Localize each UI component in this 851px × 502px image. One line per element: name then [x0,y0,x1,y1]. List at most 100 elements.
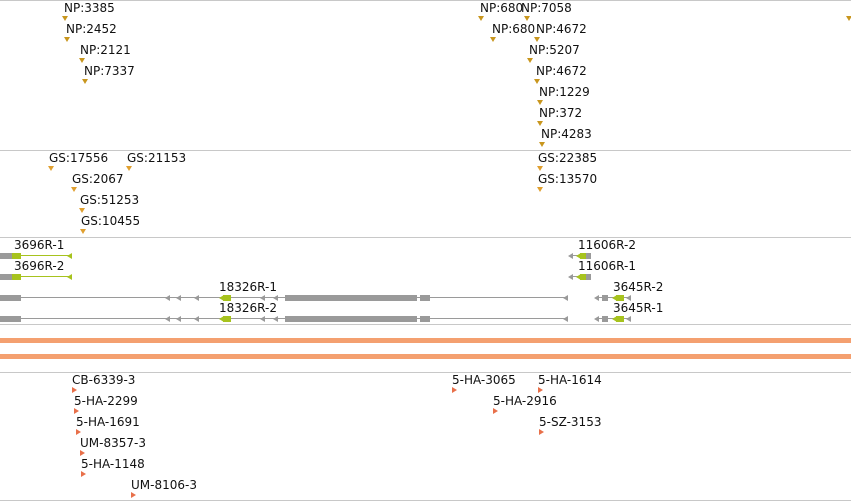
strand-arrow [194,295,199,301]
np-feature-label[interactable]: NP:4672 [536,22,587,36]
np-feature-marker[interactable] [524,16,530,21]
np-feature-marker[interactable] [534,79,540,84]
np-feature-marker[interactable] [64,37,70,42]
np-feature-label[interactable]: NP:7337 [84,64,135,78]
strand-arrow [576,274,581,280]
gs-feature-label[interactable]: GS:13570 [538,172,598,186]
strand-arrow [194,316,199,322]
gs-feature-label[interactable]: GS:22385 [538,151,598,165]
exon [285,295,417,301]
transcript-label[interactable]: 3696R-1 [14,238,65,252]
np-feature-marker[interactable] [537,100,543,105]
exon [586,274,591,280]
exon-highlight [223,316,231,322]
gs-feature-marker[interactable] [537,166,543,171]
np-feature-label[interactable]: NP:372 [539,106,583,120]
ha-feature-label[interactable]: UM-8357-3 [80,436,146,450]
np-feature-marker[interactable] [478,16,484,21]
transcript-label[interactable]: 18326R-2 [219,301,277,315]
np-feature-label[interactable]: NP:2121 [80,43,131,57]
np-feature-marker[interactable] [534,37,540,42]
ha-feature-marker[interactable] [493,408,498,414]
transcript-label[interactable]: 3696R-2 [14,259,65,273]
exon-highlight [616,295,624,301]
ha-feature-label[interactable]: UM-8106-3 [131,478,197,492]
strand-arrow [219,316,224,322]
ha-feature-marker[interactable] [452,387,457,393]
ha-feature-label[interactable]: CB-6339-3 [72,373,136,387]
ha-feature-label[interactable]: 5-HA-1148 [81,457,145,471]
exon [602,295,608,301]
ha-feature-label[interactable]: 5-HA-1691 [76,415,140,429]
ha-feature-marker[interactable] [74,408,79,414]
strand-arrow [568,274,573,280]
np-feature-label[interactable]: NP:3385 [64,1,115,15]
gs-feature-label[interactable]: GS:51253 [80,193,140,207]
exon [0,316,21,322]
track-separator-bottom [0,500,851,501]
ha-feature-marker[interactable] [131,492,136,498]
np-feature-label[interactable]: NP:4283 [541,127,592,141]
ha-feature-label[interactable]: 5-HA-2916 [493,394,557,408]
strand-arrow [260,316,265,322]
strand-arrow [594,316,599,322]
np-feature-marker[interactable] [79,58,85,63]
track-separator-gene-band [0,324,851,325]
transcript-label[interactable]: 3645R-1 [613,301,664,315]
track-separator-np-gs [0,150,851,151]
np-feature-label[interactable]: NP:680 [480,1,524,15]
np-feature-marker[interactable] [846,16,851,21]
transcript-label[interactable]: 11606R-2 [578,238,636,252]
gs-feature-label[interactable]: GS:10455 [81,214,141,228]
np-feature-label[interactable]: NP:7058 [521,1,572,15]
gs-feature-label[interactable]: GS:2067 [72,172,124,186]
transcript-label[interactable]: 11606R-1 [578,259,636,273]
exon [0,253,12,259]
np-feature-marker[interactable] [539,142,545,147]
gs-feature-marker[interactable] [71,187,77,192]
gs-feature-label[interactable]: GS:17556 [49,151,109,165]
coverage-band[interactable] [0,338,851,343]
ha-feature-marker[interactable] [81,471,86,477]
strand-arrow [273,295,278,301]
ha-feature-marker[interactable] [538,387,543,393]
strand-arrow [612,316,617,322]
gs-feature-marker[interactable] [80,229,86,234]
exon [420,295,430,301]
gs-feature-marker[interactable] [48,166,54,171]
exon-highlight [223,295,231,301]
np-feature-marker[interactable] [527,58,533,63]
strand-arrow [67,274,72,280]
transcript-label[interactable]: 18326R-1 [219,280,277,294]
ha-feature-label[interactable]: 5-HA-2299 [74,394,138,408]
np-feature-label[interactable]: NP:680 [492,22,536,36]
np-feature-marker[interactable] [62,16,68,21]
ha-feature-marker[interactable] [72,387,77,393]
transcript-label[interactable]: 3645R-2 [613,280,664,294]
ha-feature-label[interactable]: 5-SZ-3153 [539,415,602,429]
gs-feature-marker[interactable] [126,166,132,171]
ha-feature-label[interactable]: 5-HA-3065 [452,373,516,387]
np-feature-label[interactable]: NP:1229 [539,85,590,99]
gs-feature-marker[interactable] [79,208,85,213]
strand-arrow [563,295,568,301]
ha-feature-label[interactable]: 5-HA-1614 [538,373,602,387]
np-feature-label[interactable]: NP:4672 [536,64,587,78]
ha-feature-marker[interactable] [76,429,81,435]
exon-highlight [12,274,21,280]
track-separator-top [0,0,851,1]
gs-feature-label[interactable]: GS:21153 [127,151,187,165]
coverage-band[interactable] [0,354,851,359]
np-feature-marker[interactable] [490,37,496,42]
np-feature-marker[interactable] [537,121,543,126]
strand-arrow [219,295,224,301]
np-feature-label[interactable]: NP:5207 [529,43,580,57]
np-feature-label[interactable]: NP:2452 [66,22,117,36]
exon [0,295,21,301]
ha-feature-marker[interactable] [539,429,544,435]
gs-feature-marker[interactable] [537,187,543,192]
ha-feature-marker[interactable] [80,450,85,456]
np-feature-marker[interactable] [82,79,88,84]
exon [586,253,591,259]
exon-highlight [616,316,624,322]
